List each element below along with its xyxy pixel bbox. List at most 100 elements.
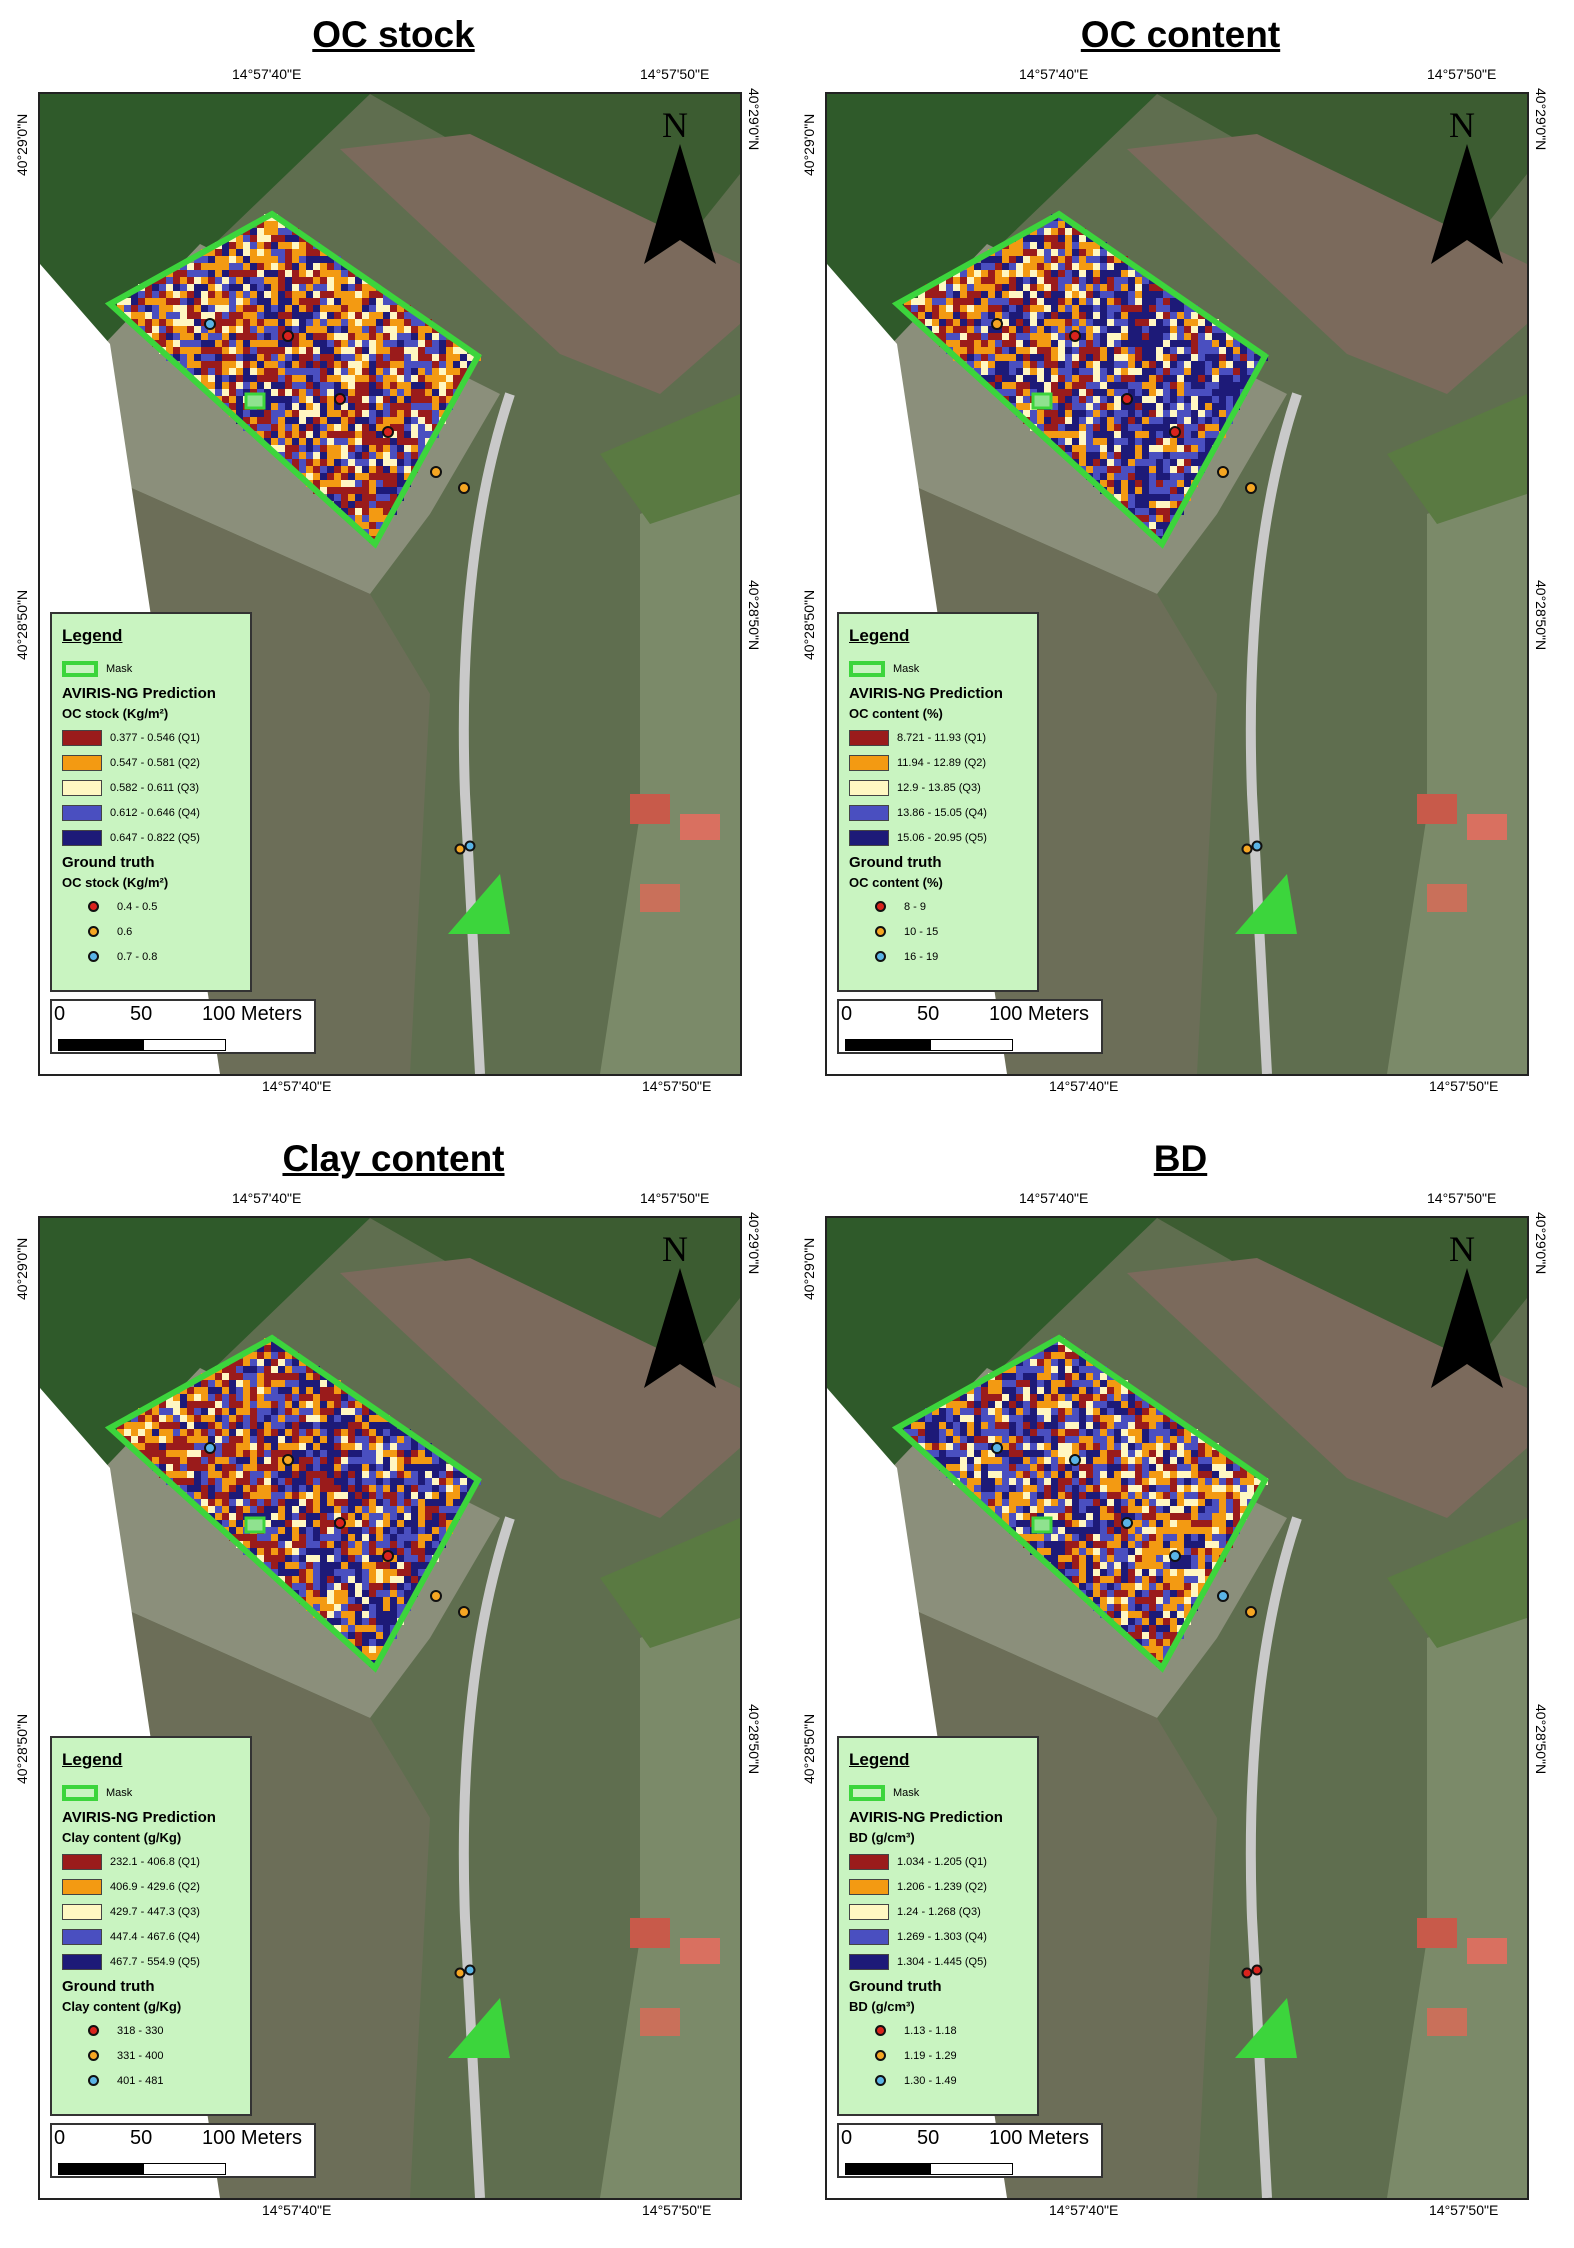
lon-label-bottom-right: 14°57'50"E [1429, 2202, 1499, 2218]
gt-class-row: 8 - 9 [849, 894, 1027, 919]
legend-class-row: 11.94 - 12.89 (Q2) [849, 750, 1027, 775]
ground-truth-point [464, 840, 476, 852]
gt-class-row: 0.7 - 0.8 [62, 944, 240, 969]
ground-truth-point [1241, 843, 1253, 855]
scale-bar-black [845, 1039, 930, 1051]
class-swatch [62, 804, 102, 821]
scale-bar: 0 50 100 Meters [837, 2123, 1103, 2178]
ground-truth-point [282, 1454, 294, 1466]
north-arrow: N [1427, 1228, 1507, 1398]
ground-truth-point [1069, 330, 1081, 342]
lon-label-bottom-left: 14°57'40"E [262, 1078, 332, 1094]
lat-label-left-top: 40°29'0"N [801, 1237, 817, 1300]
scale-label-zero: 0 [841, 2127, 853, 2149]
ground-truth-points [991, 1442, 1263, 1979]
legend-title: Legend [849, 1750, 910, 1769]
legend-class-row: 467.7 - 554.9 (Q5) [62, 1949, 240, 1974]
class-label: 0.582 - 0.611 (Q3) [110, 781, 200, 794]
legend-class-row: 447.4 - 467.6 (Q4) [62, 1924, 240, 1949]
ground-truth-point [1251, 1964, 1263, 1976]
ground-truth-points [991, 318, 1263, 855]
gt-class-label: 401 - 481 [117, 2074, 164, 2087]
ground-truth-heading: Ground truth [849, 854, 942, 871]
scale-bar-black [58, 1039, 143, 1051]
legend-mask-row: Mask [62, 656, 240, 681]
class-label: 1.206 - 1.239 (Q2) [897, 1880, 987, 1893]
lat-label-left-bottom: 40°28'50"N [14, 1713, 30, 1784]
legend-class-row: 1.24 - 1.268 (Q3) [849, 1899, 1027, 1924]
legend-title: Legend [62, 1750, 123, 1769]
ground-truth-point [382, 1550, 394, 1562]
scale-label-end: 100 Meters [202, 1003, 303, 1025]
legend-title: Legend [62, 626, 123, 645]
ground-truth-unit: OC content (%) [849, 875, 943, 890]
class-label: 13.86 - 15.05 (Q4) [897, 806, 987, 819]
mask-outline [891, 210, 1269, 549]
legend-mask-row: Mask [62, 1780, 240, 1805]
scale-label-mid: 50 [130, 2127, 153, 2149]
mask-label: Mask [893, 662, 920, 675]
ground-truth-point [454, 1967, 466, 1979]
map-panel: BD 14°57'40"E 14°57'50"E 14°57'40"E 14°5… [787, 1124, 1574, 2248]
legend-class-row: 8.721 - 11.93 (Q1) [849, 725, 1027, 750]
class-swatch [849, 754, 889, 771]
lat-label-left-bottom: 40°28'50"N [801, 589, 817, 660]
satellite-map[interactable]: N Legend Mask AVIRIS-NG Prediction Clay … [38, 1216, 742, 2200]
lat-label-right-top: 40°29'0"N [1533, 88, 1549, 151]
satellite-map[interactable]: N Legend Mask AVIRIS-NG Prediction BD (g… [825, 1216, 1529, 2200]
legend-class-row: 232.1 - 406.8 (Q1) [62, 1849, 240, 1874]
lon-label-top-right: 14°57'50"E [640, 66, 710, 82]
gt-dot-swatch [88, 951, 99, 962]
gt-class-label: 1.30 - 1.49 [904, 2074, 957, 2087]
panel-title: BD [1153, 1138, 1208, 1179]
gt-class-row: 16 - 19 [849, 944, 1027, 969]
north-arrow-icon [644, 144, 716, 264]
lat-label-left-bottom: 40°28'50"N [801, 1713, 817, 1784]
class-label: 1.24 - 1.268 (Q3) [897, 1905, 981, 1918]
satellite-map[interactable]: N Legend Mask AVIRIS-NG Prediction OC co… [825, 92, 1529, 1076]
gt-dot-swatch [875, 901, 886, 912]
gt-dot-swatch [875, 951, 886, 962]
lat-label-right-bottom: 40°28'50"N [746, 1704, 762, 1775]
class-swatch [62, 1903, 102, 1920]
gt-class-label: 8 - 9 [904, 900, 927, 913]
class-label: 447.4 - 467.6 (Q4) [110, 1930, 200, 1943]
class-label: 11.94 - 12.89 (Q2) [897, 756, 987, 769]
class-label: 0.377 - 0.546 (Q1) [110, 731, 200, 744]
scale-bar: 0 50 100 Meters [50, 999, 316, 1054]
lon-label-top-left: 14°57'40"E [232, 66, 302, 82]
legend-class-row: 12.9 - 13.85 (Q3) [849, 775, 1027, 800]
gt-dot-swatch [875, 926, 886, 937]
map-panel: OC content 14°57'40"E 14°57'50"E 14°57'4… [787, 0, 1574, 1124]
gt-class-row: 318 - 330 [62, 2018, 240, 2043]
legend-class-row: 1.269 - 1.303 (Q4) [849, 1924, 1027, 1949]
scale-bar-white [930, 1039, 1013, 1051]
satellite-map[interactable]: N Legend Mask AVIRIS-NG Prediction OC st… [38, 92, 742, 1076]
gt-class-label: 318 - 330 [117, 2024, 164, 2037]
ground-truth-point [1169, 1550, 1181, 1562]
ground-truth-point [430, 466, 442, 478]
ground-truth-point [991, 318, 1003, 330]
class-label: 406.9 - 429.6 (Q2) [110, 1880, 200, 1893]
legend: Legend Mask AVIRIS-NG Prediction Clay co… [50, 1736, 252, 2116]
gt-dot-swatch [88, 2050, 99, 2061]
legend-class-row: 15.06 - 20.95 (Q5) [849, 825, 1027, 850]
legend-mask-row: Mask [849, 656, 1027, 681]
ground-truth-points [204, 318, 476, 855]
class-swatch [62, 779, 102, 796]
class-label: 8.721 - 11.93 (Q1) [897, 731, 987, 744]
class-swatch [62, 729, 102, 746]
lat-label-right-top: 40°29'0"N [746, 1212, 762, 1275]
ground-truth-point [1069, 1454, 1081, 1466]
lon-label-bottom-right: 14°57'50"E [642, 2202, 712, 2218]
scale-bar-white [930, 2163, 1013, 2175]
gt-class-row: 331 - 400 [62, 2043, 240, 2068]
north-label: N [662, 1229, 688, 1269]
legend-class-row: 1.034 - 1.205 (Q1) [849, 1849, 1027, 1874]
north-label: N [1449, 1229, 1475, 1269]
ground-truth-heading: Ground truth [62, 1978, 155, 1995]
class-label: 429.7 - 447.3 (Q3) [110, 1905, 200, 1918]
gt-class-label: 10 - 15 [904, 925, 939, 938]
class-swatch [849, 1928, 889, 1945]
ground-truth-point [1251, 840, 1263, 852]
